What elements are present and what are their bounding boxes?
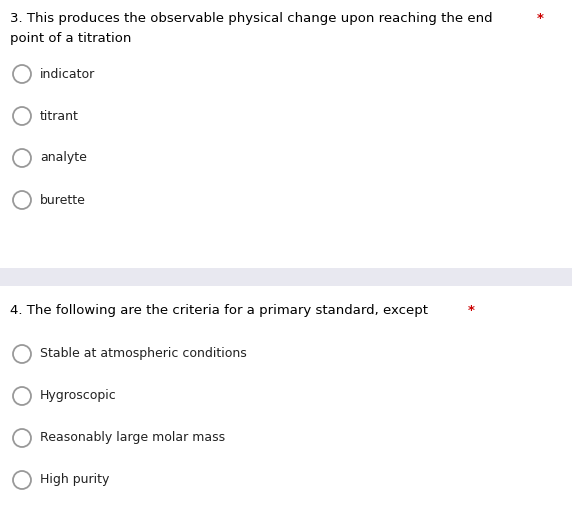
- Ellipse shape: [13, 107, 31, 125]
- Bar: [0, 268, 572, 286]
- Text: Reasonably large molar mass: Reasonably large molar mass: [40, 431, 225, 444]
- Ellipse shape: [13, 387, 31, 405]
- Text: *: *: [468, 304, 475, 317]
- Ellipse shape: [13, 191, 31, 209]
- Ellipse shape: [13, 429, 31, 447]
- Text: Stable at atmospheric conditions: Stable at atmospheric conditions: [40, 347, 247, 361]
- Text: *: *: [537, 12, 544, 25]
- Ellipse shape: [13, 65, 31, 83]
- Text: High purity: High purity: [40, 473, 109, 486]
- Ellipse shape: [13, 345, 31, 363]
- Text: indicator: indicator: [40, 68, 96, 81]
- Text: analyte: analyte: [40, 151, 87, 165]
- Ellipse shape: [13, 471, 31, 489]
- Text: point of a titration: point of a titration: [10, 32, 132, 45]
- Text: 4. The following are the criteria for a primary standard, except: 4. The following are the criteria for a …: [10, 304, 428, 317]
- Text: Hygroscopic: Hygroscopic: [40, 389, 117, 403]
- Text: titrant: titrant: [40, 109, 79, 123]
- Text: burette: burette: [40, 193, 86, 207]
- Text: 3. This produces the observable physical change upon reaching the end: 3. This produces the observable physical…: [10, 12, 492, 25]
- Ellipse shape: [13, 149, 31, 167]
